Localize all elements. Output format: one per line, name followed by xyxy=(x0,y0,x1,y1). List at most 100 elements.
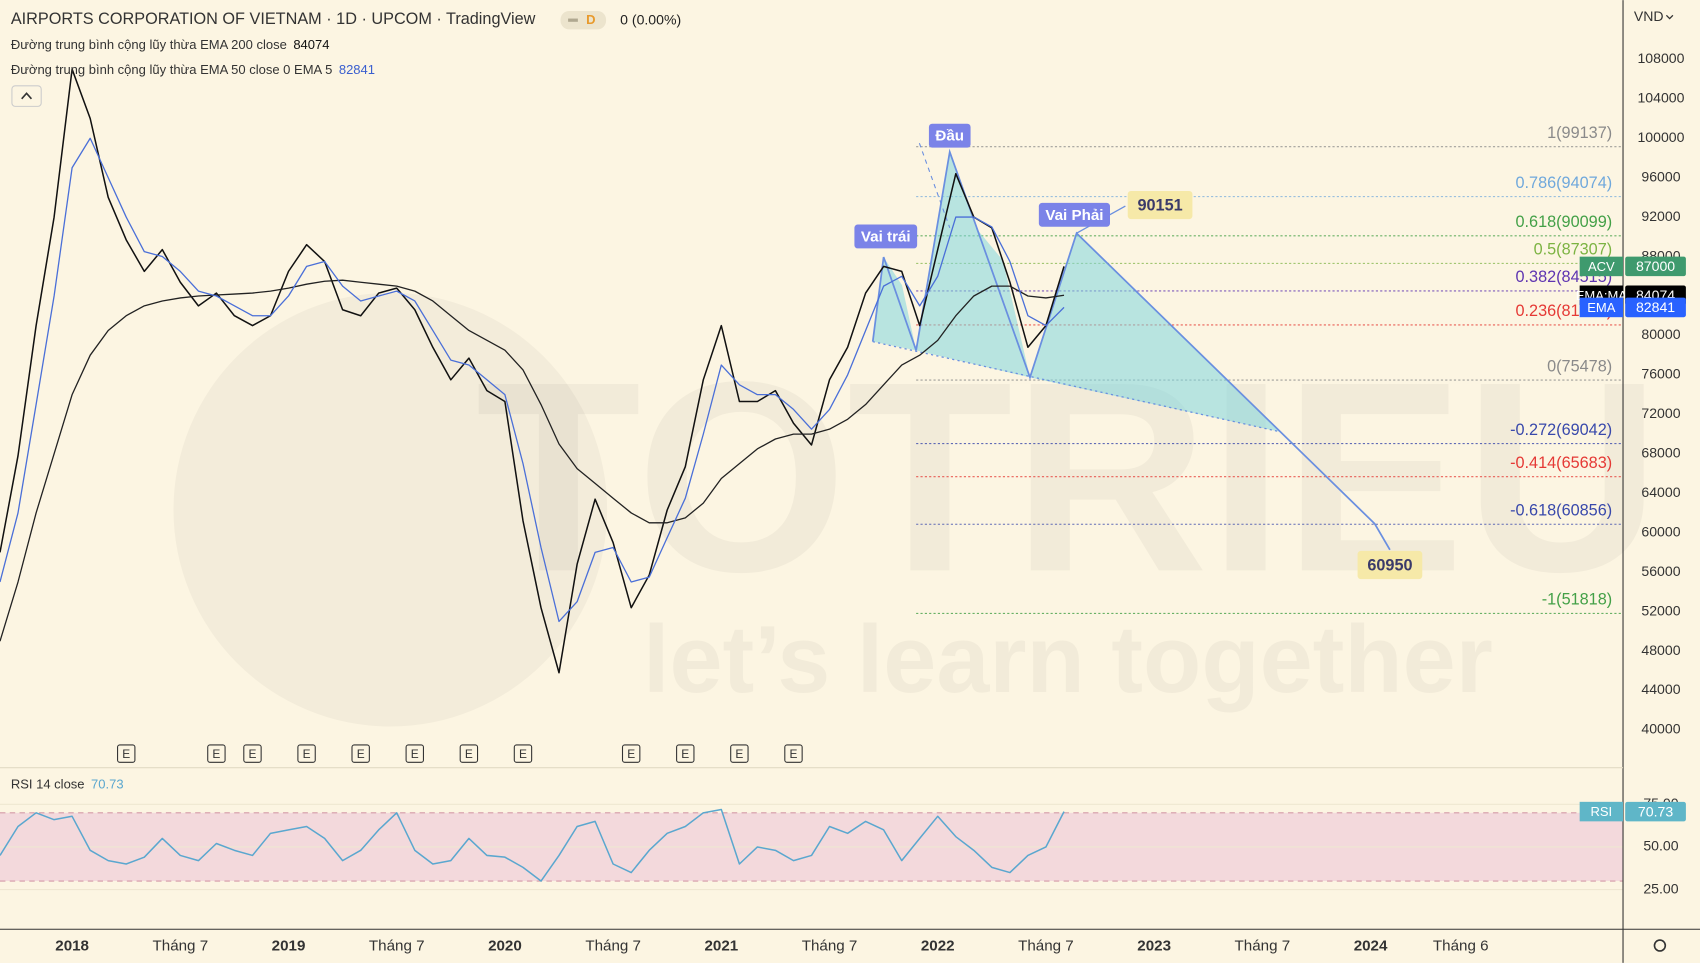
fib-label: 0.5(87307) xyxy=(1534,241,1613,259)
badge-name-box xyxy=(1579,256,1624,277)
y-tick-label: 92000 xyxy=(1641,208,1680,224)
y-tick-label: 100000 xyxy=(1637,129,1684,145)
pattern-line xyxy=(871,148,1391,551)
event-label: E xyxy=(519,747,527,761)
collapse-icon xyxy=(21,92,33,100)
event-label: E xyxy=(735,747,743,761)
x-tick-label: Tháng 7 xyxy=(802,938,858,955)
collapse-button[interactable] xyxy=(11,85,42,107)
y-tick-label: 40000 xyxy=(1641,721,1680,737)
event-label: E xyxy=(790,747,798,761)
fib-label: -1(51818) xyxy=(1542,591,1612,609)
event-marker xyxy=(513,744,533,763)
x-tick-label: 2021 xyxy=(704,938,738,955)
event-marker xyxy=(621,744,641,763)
fib-label: -0.618(60856) xyxy=(1510,502,1612,520)
chart-title: AIRPORTS CORPORATION OF VIETNAM · 1D · U… xyxy=(11,10,536,28)
pill-dash xyxy=(568,18,578,22)
badge-name: RSI xyxy=(1591,804,1613,819)
x-tick-label: 2023 xyxy=(1137,938,1171,955)
y-tick-label: 64000 xyxy=(1641,484,1680,500)
event-marker xyxy=(117,744,136,763)
fib-label: 1(99137) xyxy=(1547,124,1612,142)
badge-name-box xyxy=(1579,801,1624,822)
x-tick-label: 2022 xyxy=(921,938,955,955)
event-marker xyxy=(784,744,803,763)
price-change: 0 (0.00%) xyxy=(620,11,681,27)
indicator-label: Đường trung bình cộng lũy thừa EMA 200 c… xyxy=(11,37,287,52)
indicator-label: RSI 14 close xyxy=(11,777,85,792)
y-tick-label: 96000 xyxy=(1641,168,1680,184)
y-tick-label: 50.00 xyxy=(1643,838,1678,854)
watermark: let’s learn together xyxy=(643,607,1493,713)
target-label: 60950 xyxy=(1367,556,1412,574)
event-label: E xyxy=(681,747,689,761)
y-tick-label: 52000 xyxy=(1641,602,1680,618)
event-marker xyxy=(297,744,316,763)
x-tick-label: Tháng 6 xyxy=(1433,938,1489,955)
x-tick-label: 2019 xyxy=(272,938,306,955)
settings-icon[interactable] xyxy=(1653,939,1667,952)
badge-name: ACV xyxy=(1588,259,1615,274)
event-label: E xyxy=(212,747,220,761)
badge-name: EMA xyxy=(1587,300,1616,315)
pattern-label-box xyxy=(854,224,918,249)
event-marker xyxy=(207,744,226,763)
interval-pill xyxy=(560,10,607,30)
target-label-box xyxy=(1127,190,1193,220)
event-marker xyxy=(351,744,370,763)
event-label: E xyxy=(122,747,130,761)
pattern-label-box xyxy=(928,123,971,148)
x-tick-label: 2024 xyxy=(1354,938,1388,955)
y-tick-label: 108000 xyxy=(1637,50,1684,66)
x-tick-label: Tháng 7 xyxy=(153,938,209,955)
y-tick-label: 76000 xyxy=(1641,366,1680,382)
neckline xyxy=(872,341,1280,433)
y-tick-label: 80000 xyxy=(1641,326,1680,342)
badge-value: 82841 xyxy=(1636,299,1675,315)
pattern-guide xyxy=(918,143,951,228)
currency[interactable]: VND xyxy=(1634,8,1664,24)
event-marker xyxy=(730,744,749,763)
indicator-value: 84074 xyxy=(293,37,329,52)
fib-label: 0(75478) xyxy=(1547,357,1612,375)
x-tick-label: Tháng 7 xyxy=(369,938,425,955)
interval-badge: D xyxy=(586,12,595,27)
y-tick-label: 48000 xyxy=(1641,642,1680,658)
pattern-label-box xyxy=(1038,202,1111,227)
fib-label: 0.786(94074) xyxy=(1515,174,1612,192)
badge-value-box xyxy=(1625,801,1686,822)
series-line xyxy=(0,137,1065,623)
x-tick-label: 2020 xyxy=(488,938,522,955)
target-label-box xyxy=(1357,550,1423,580)
event-marker xyxy=(243,744,262,763)
x-tick-label: Tháng 7 xyxy=(1235,938,1291,955)
pattern-label: Vai Phải xyxy=(1045,207,1103,224)
y-tick-label: 68000 xyxy=(1641,445,1680,461)
x-tick-label: Tháng 7 xyxy=(585,938,641,955)
y-tick-label: 25.00 xyxy=(1643,880,1678,896)
series-line xyxy=(0,68,1065,674)
event-marker xyxy=(676,744,695,763)
y-tick-label: 60000 xyxy=(1641,523,1680,539)
indicator-label: Đường trung bình cộng lũy thừa EMA 50 cl… xyxy=(11,62,333,77)
fib-label: 0.618(90099) xyxy=(1515,213,1612,231)
y-tick-label: 104000 xyxy=(1637,89,1684,105)
event-label: E xyxy=(248,747,256,761)
pattern-label: Vai trái xyxy=(861,229,911,246)
event-label: E xyxy=(303,747,311,761)
fib-label: -0.414(65683) xyxy=(1510,454,1612,472)
indicator-value: 82841 xyxy=(339,62,375,77)
indicator-value: 70.73 xyxy=(91,777,124,792)
badge-value-box xyxy=(1625,297,1686,318)
pattern-fill xyxy=(872,151,1280,432)
event-label: E xyxy=(465,747,473,761)
x-tick-label: Tháng 7 xyxy=(1018,938,1074,955)
y-tick-label: 72000 xyxy=(1641,405,1680,421)
event-label: E xyxy=(357,747,365,761)
event-label: E xyxy=(627,747,635,761)
event-label: E xyxy=(411,747,419,761)
y-tick-label: 44000 xyxy=(1641,681,1680,697)
